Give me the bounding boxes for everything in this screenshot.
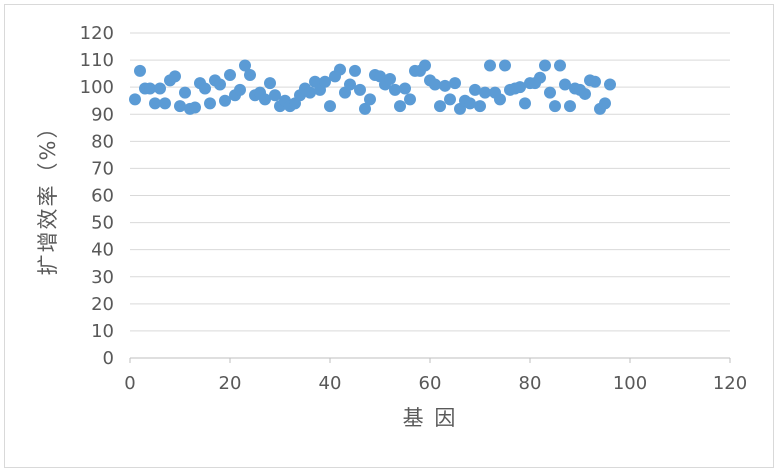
data-point [604, 78, 616, 91]
data-point [554, 59, 566, 72]
data-point [204, 97, 216, 110]
data-point [514, 81, 526, 94]
data-point [359, 102, 371, 115]
x-tick-label: 20 [219, 373, 242, 394]
data-point [154, 82, 166, 95]
data-point [189, 101, 201, 114]
data-point [559, 78, 571, 91]
y-tick-label: 30 [91, 267, 114, 288]
data-point [169, 70, 181, 83]
data-point [349, 64, 361, 77]
y-tick-label: 50 [91, 213, 114, 234]
data-point [304, 86, 316, 99]
x-tick-label: 80 [519, 373, 542, 394]
data-point [474, 100, 486, 113]
y-tick-label: 40 [91, 240, 114, 261]
data-point [479, 86, 491, 99]
x-tick-label: 120 [713, 373, 747, 394]
data-point [149, 97, 161, 110]
data-point [444, 93, 456, 106]
data-point [219, 94, 231, 107]
data-point [564, 100, 576, 113]
data-point [399, 82, 411, 95]
data-point [464, 97, 476, 110]
data-point [324, 100, 336, 113]
data-point [174, 100, 186, 113]
y-tick-label: 100 [80, 77, 114, 98]
y-tick-label: 60 [91, 186, 114, 207]
data-point [159, 97, 171, 110]
data-point [519, 97, 531, 110]
y-tick-label: 10 [91, 321, 114, 342]
data-point [319, 75, 331, 88]
data-point [549, 100, 561, 113]
y-axis-ticks: 0 10 20 30 40 50 60 70 80 90 100 110 120 [80, 23, 114, 369]
y-tick-label: 70 [91, 158, 114, 179]
data-point [134, 64, 146, 77]
data-point [439, 79, 451, 92]
data-point [579, 87, 591, 100]
data-point [484, 59, 496, 72]
data-point [394, 100, 406, 113]
x-tick-label: 40 [319, 373, 342, 394]
data-point [539, 59, 551, 72]
data-point [129, 93, 141, 106]
y-tick-label: 110 [80, 50, 114, 71]
data-point [534, 71, 546, 84]
x-tick-label: 60 [419, 373, 442, 394]
data-point [494, 93, 506, 106]
data-point [334, 63, 346, 76]
data-point [179, 86, 191, 99]
y-tick-label: 0 [103, 348, 114, 369]
axes [129, 357, 731, 363]
data-point [469, 83, 481, 96]
data-point [449, 77, 461, 90]
data-point [234, 83, 246, 96]
data-point [259, 93, 271, 106]
data-point [264, 77, 276, 90]
data-point [599, 97, 611, 110]
data-point [239, 59, 251, 72]
y-axis-title: 扩增效率（%） [36, 116, 60, 276]
data-point [384, 73, 396, 86]
data-point [499, 59, 511, 72]
data-point [589, 75, 601, 88]
y-tick-label: 120 [80, 23, 114, 44]
data-point [544, 86, 556, 99]
data-point [419, 59, 431, 72]
data-point [404, 93, 416, 106]
data-point [429, 78, 441, 91]
data-point [269, 89, 281, 102]
data-point [364, 93, 376, 106]
y-tick-label: 90 [91, 104, 114, 125]
y-tick-label: 80 [91, 131, 114, 152]
data-point [144, 82, 156, 95]
data-points [129, 59, 616, 115]
data-point [344, 78, 356, 91]
y-tick-label: 20 [91, 294, 114, 315]
x-axis-ticks: 0 20 40 60 80 100 120 [124, 373, 747, 394]
x-axis-title: 基 因 [403, 406, 458, 430]
x-tick-label: 100 [613, 373, 647, 394]
data-point [224, 68, 236, 81]
data-point [389, 83, 401, 96]
data-point [354, 83, 366, 96]
data-point [214, 78, 226, 91]
data-point [244, 68, 256, 81]
data-point [434, 100, 446, 113]
x-tick-label: 0 [124, 373, 135, 394]
data-point [199, 82, 211, 95]
